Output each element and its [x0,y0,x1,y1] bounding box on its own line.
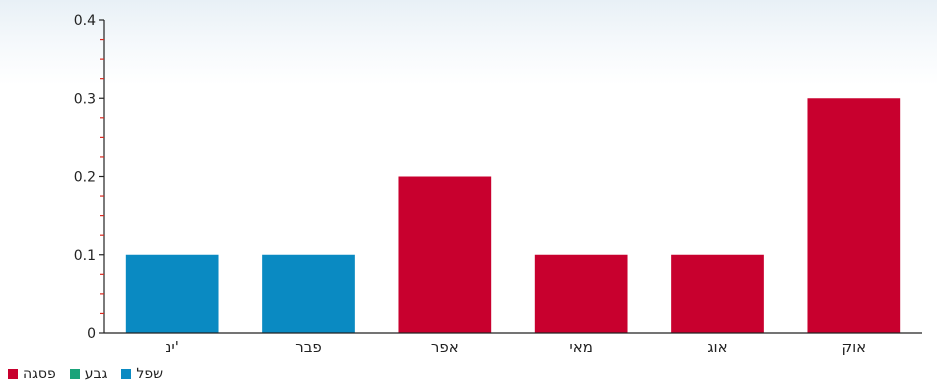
legend-swatch [69,369,80,379]
legend-label: שפל [136,366,164,382]
legend-swatch [121,369,132,379]
x-axis: ינ' פבר אפר מאי אוג אוק [104,332,922,356]
y-tick-label: 0.1 [74,248,96,264]
y-axis: 0 0.1 0.2 0.3 0.4 [74,13,105,342]
y-tick-label: 0.3 [74,91,96,107]
bar-3 [534,254,628,333]
legend-swatch [8,369,18,379]
bar-0 [125,254,219,333]
y-tick-label: 0.2 [74,170,96,186]
x-tick-label: פבר [295,338,322,356]
bars [125,98,901,333]
x-tick-label: ינ' [165,338,179,356]
x-tick-label: מאי [569,338,593,356]
legend-item: שפל [121,366,163,382]
bar-5 [807,98,901,333]
x-tick-label: אוק [841,338,866,356]
y-tick-label: 0 [87,326,96,342]
legend-item: פסגה [8,366,56,382]
bar-1 [262,254,355,333]
x-tick-label: אפר [431,338,459,356]
x-tick-label: אוג [707,338,727,356]
bar-4 [671,254,764,333]
legend-item: גבע [69,366,108,382]
legend-label: גבע [84,366,108,382]
legend: פסגה גבע שפל [8,366,163,382]
y-tick-label: 0.4 [74,13,96,29]
legend-label: פסגה [23,366,56,382]
bar-2 [398,176,492,333]
